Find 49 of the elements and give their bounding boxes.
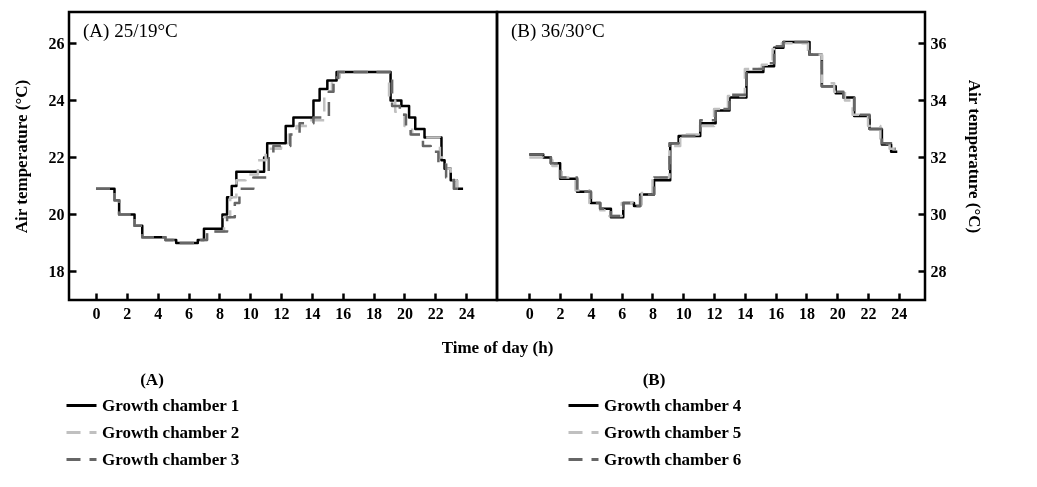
x-tick-label: 4 <box>154 304 163 322</box>
x-tick-label: 24 <box>458 304 475 322</box>
y2-axis-title: Air temperature (°C) <box>964 79 984 234</box>
y2-tick-label: 34 <box>930 91 947 109</box>
y2-tick-label: 28 <box>930 262 947 280</box>
legend-title: (A) <box>140 370 164 389</box>
x-tick-label: 10 <box>242 304 259 322</box>
y-tick-label: 18 <box>48 262 65 280</box>
legend-label: Growth chamber 1 <box>102 395 240 415</box>
x-tick-label: 10 <box>675 304 692 322</box>
x-tick-label: 20 <box>396 304 413 322</box>
legend-label: Growth chamber 3 <box>102 449 240 469</box>
y-tick-label: 22 <box>48 148 65 166</box>
x-tick-label: 8 <box>215 304 224 322</box>
x-tick-label: 16 <box>335 304 352 322</box>
x-tick-label: 2 <box>556 304 565 322</box>
x-tick-label: 14 <box>304 304 321 322</box>
y-tick-label: 24 <box>48 91 65 109</box>
x-tick-label: 4 <box>587 304 596 322</box>
x-axis-title: Time of day (h) <box>441 337 554 357</box>
y2-tick-label: 32 <box>930 148 947 166</box>
x-tick-label: 22 <box>860 304 877 322</box>
y2-tick-label: 30 <box>930 205 947 223</box>
x-tick-label: 6 <box>618 304 627 322</box>
legend-label: Growth chamber 2 <box>102 422 240 442</box>
x-tick-label: 18 <box>798 304 815 322</box>
y-tick-label: 20 <box>48 205 65 223</box>
x-tick-label: 20 <box>829 304 846 322</box>
x-tick-label: 16 <box>768 304 785 322</box>
legend-label: Growth chamber 5 <box>604 422 742 442</box>
x-tick-label: 24 <box>891 304 908 322</box>
x-tick-label: 22 <box>427 304 444 322</box>
x-tick-label: 12 <box>706 304 723 322</box>
legend-title: (B) <box>642 370 666 389</box>
x-tick-label: 14 <box>737 304 754 322</box>
y-axis-title: Air temperature (°C) <box>11 79 31 234</box>
x-tick-label: 0 <box>525 304 534 322</box>
annotation: (A) 25/19°C <box>83 20 178 42</box>
legend-label: Growth chamber 4 <box>604 395 742 415</box>
x-tick-label: 8 <box>649 304 657 322</box>
x-tick-label: 6 <box>185 304 194 322</box>
x-tick-label: 2 <box>123 304 132 322</box>
annotation: (B) 36/30°C <box>511 20 605 42</box>
legend-label: Growth chamber 6 <box>604 449 742 469</box>
y-tick-label: 26 <box>48 34 65 52</box>
y2-tick-label: 36 <box>930 34 947 52</box>
x-tick-label: 0 <box>92 304 101 322</box>
x-tick-label: 12 <box>273 304 290 322</box>
x-tick-label: 18 <box>366 304 383 322</box>
